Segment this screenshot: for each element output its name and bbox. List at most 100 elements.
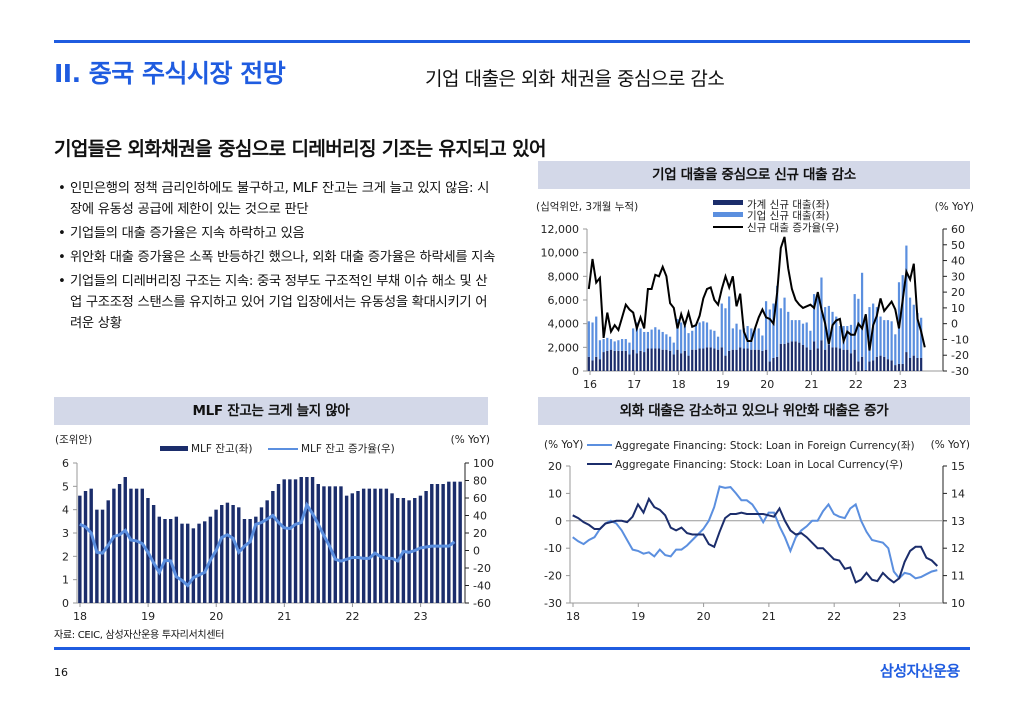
y-left-tick-label: 4,000 <box>548 318 580 331</box>
bar-mlf-balance <box>203 521 207 603</box>
x-tick-label: 19 <box>631 610 645 623</box>
bar-mlf-balance <box>151 505 156 603</box>
bar-mlf-balance <box>237 507 241 603</box>
bar-household <box>853 349 856 371</box>
bar-corporate <box>768 309 771 362</box>
bar-household <box>639 350 642 371</box>
y-left-tick-label: 1 <box>62 574 69 587</box>
bar-corporate <box>890 321 893 361</box>
bar-household <box>643 352 646 371</box>
y-right-tick-label: 10 <box>951 597 965 610</box>
bar-corporate <box>643 331 646 353</box>
bar-corporate <box>713 330 716 349</box>
bar-corporate <box>624 339 627 351</box>
bar-mlf-balance <box>299 477 303 603</box>
bar-household <box>912 355 915 371</box>
y-right-tick-label: 14 <box>951 487 965 500</box>
bar-corporate <box>709 329 712 348</box>
y-right-tick-label: 20 <box>951 286 965 299</box>
bar-mlf-balance <box>106 500 110 603</box>
bar-household <box>894 365 897 371</box>
bar-household <box>739 347 742 371</box>
bar-corporate <box>683 326 686 351</box>
x-tick-label: 18 <box>672 378 686 391</box>
bar-household <box>783 343 786 371</box>
y-right-tick-label: 40 <box>951 255 965 268</box>
legend-label: 신규 대출 증가율(우) <box>747 222 839 234</box>
y-right-tick-label: 100 <box>473 457 494 470</box>
bar-household <box>691 349 694 371</box>
bar-corporate <box>665 334 668 350</box>
bar-household <box>901 363 904 371</box>
right-unit-label: (% YoY) <box>935 201 974 213</box>
bar-mlf-balance <box>259 507 264 603</box>
bar-corporate <box>894 334 897 366</box>
bar-household <box>654 348 657 371</box>
bar-mlf-balance <box>197 523 201 603</box>
bar-mlf-balance <box>373 488 377 603</box>
bar-mlf-balance <box>83 491 88 603</box>
bar-household <box>731 349 734 371</box>
bar-corporate <box>676 318 679 350</box>
bar-corporate <box>779 308 782 344</box>
y-right-tick-label: 60 <box>473 492 487 505</box>
bar-mlf-balance <box>220 505 224 603</box>
y-right-tick-label: 12 <box>951 542 965 555</box>
bar-corporate <box>654 327 657 349</box>
bar-corporate <box>657 329 661 349</box>
left-unit-label: (십억위안, 3개월 누적) <box>536 200 638 213</box>
bar-corporate <box>661 331 664 350</box>
x-tick-label: 18 <box>566 610 580 623</box>
legend-swatch-household <box>713 200 743 205</box>
bar-household <box>635 353 638 371</box>
legend-label: MLF 잔고(좌) <box>191 443 252 455</box>
bar-household <box>886 359 890 371</box>
bar-household <box>724 355 727 371</box>
bar-corporate <box>875 307 878 357</box>
bar-corporate <box>772 303 775 358</box>
subheadline: 기업들은 외화채권을 중심으로 디레버리징 기조는 유지되고 있어 <box>54 138 546 160</box>
bar-corporate <box>879 316 882 356</box>
bar-corporate <box>698 322 701 349</box>
bar-mlf-balance <box>134 488 139 603</box>
y-right-tick-label: 0 <box>473 545 480 558</box>
bar-corporate <box>776 285 779 357</box>
bar-mlf-balance <box>231 505 235 603</box>
y-left-tick-label: 4 <box>62 504 69 517</box>
bar-household <box>842 349 845 371</box>
bar-household <box>809 349 812 371</box>
bar-corporate <box>908 297 912 358</box>
y-left-tick-label: 20 <box>548 460 562 473</box>
brand-logo: 삼성자산운용 <box>880 662 960 680</box>
line-local-currency-loans <box>572 496 939 584</box>
bar-mlf-balance <box>265 500 269 603</box>
y-left-tick-label: -10 <box>544 542 562 555</box>
bar-mlf-balance <box>95 509 99 603</box>
bar-household <box>676 349 679 371</box>
bar-household <box>591 360 594 371</box>
bar-corporate <box>591 322 594 361</box>
bar-household <box>628 354 631 371</box>
bar-corporate <box>735 323 738 350</box>
y-right-tick-label: 50 <box>951 239 965 252</box>
bullet-item: 위안화 대출 증가율은 소폭 반등하긴 했으나, 외화 대출 증가율은 하락세를… <box>58 247 498 268</box>
x-tick-label: 22 <box>345 610 359 623</box>
bar-household <box>794 341 797 371</box>
bar-household <box>897 363 901 371</box>
x-tick-label: 23 <box>414 610 428 623</box>
x-tick-label: 17 <box>627 378 641 391</box>
bar-household <box>617 350 620 371</box>
bar-corporate <box>916 313 919 358</box>
bar-mlf-balance <box>305 477 309 603</box>
bar-household <box>790 341 794 371</box>
bar-mlf-balance <box>117 484 122 603</box>
bar-corporate <box>646 331 650 349</box>
bar-household <box>595 356 598 371</box>
bar-household <box>883 356 886 371</box>
bar-household <box>624 350 627 371</box>
bar-mlf-balance <box>282 479 286 603</box>
bar-mlf-balance <box>112 488 116 603</box>
bar-household <box>750 349 753 371</box>
bar-household <box>772 357 775 371</box>
